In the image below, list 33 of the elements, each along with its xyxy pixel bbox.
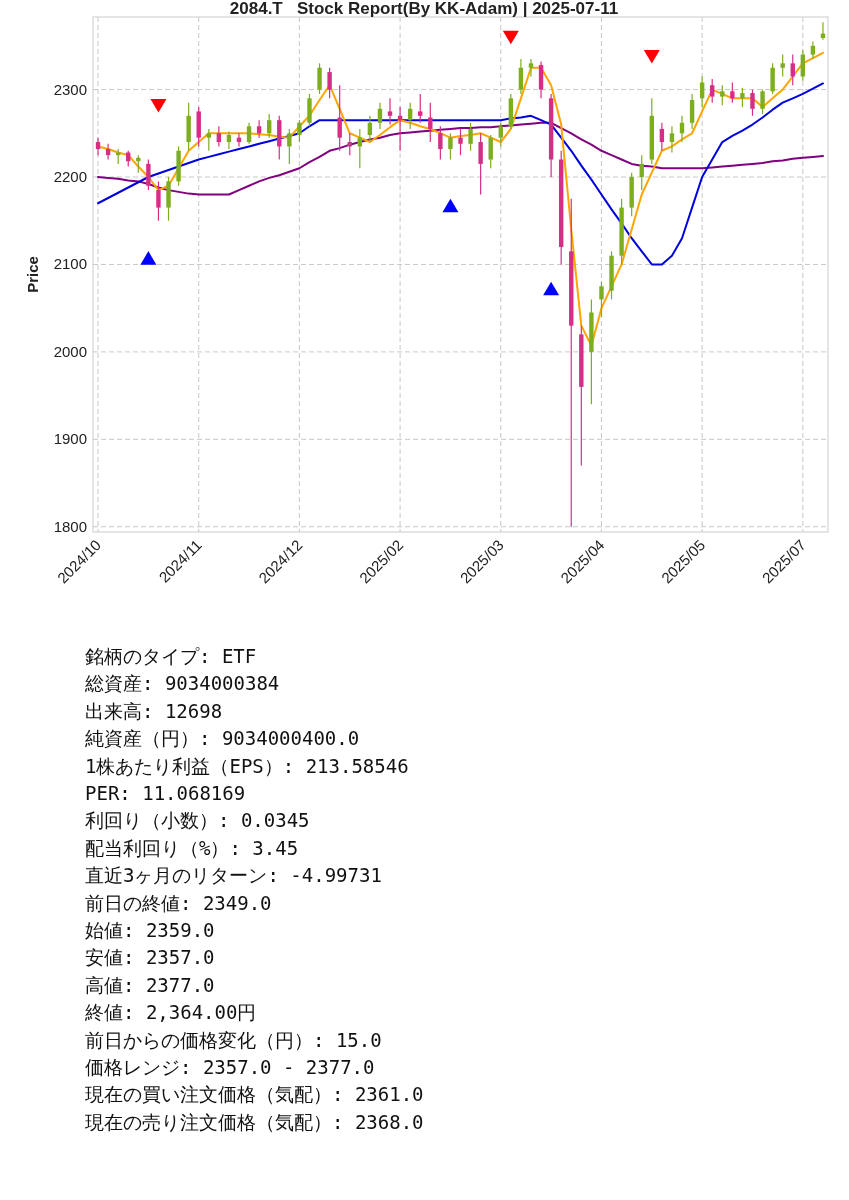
y-tick-label: 2300 xyxy=(53,80,87,98)
y-tick-label: 2000 xyxy=(53,342,87,360)
text: 1株あたり利益（EPS）: 213.58546 xyxy=(85,754,409,777)
text: 利回り（小数）: 0.0345 xyxy=(85,809,310,832)
text: 現在の売り注文価格（気配）: 2368.0 xyxy=(85,1110,424,1133)
text: 始値: 2359.0 xyxy=(85,919,215,941)
text: 前日からの価格変化（円）: 15.0 xyxy=(85,1028,382,1051)
y-tick-label: 1900 xyxy=(53,430,87,448)
text: 終値: 2,364.00円 xyxy=(84,1001,257,1024)
text: 高値: 2377.0 xyxy=(85,973,215,996)
point xyxy=(442,198,459,213)
point xyxy=(543,281,560,296)
text: 価格レンジ: 2357.0 - 2377.0 xyxy=(85,1056,375,1078)
y-tick-label: 2100 xyxy=(53,255,87,273)
text: 現在の買い注文価格（気配）: 2361.0 xyxy=(85,1083,424,1106)
text: 直近3ヶ月のリターン: -4.99731 xyxy=(85,864,382,887)
text: 配当利回り（%）: 3.45 xyxy=(85,836,299,859)
y-tick-label: 1800 xyxy=(53,517,87,535)
text: 純資産（円）: 9034000400.0 xyxy=(85,727,360,750)
text: 出来高: 12698 xyxy=(85,699,223,722)
line-series xyxy=(97,82,824,266)
point xyxy=(150,98,167,113)
text: 銘柄のタイプ: ETF xyxy=(85,645,257,667)
y-tick-label: 2200 xyxy=(53,168,87,186)
point xyxy=(502,30,519,45)
point xyxy=(140,251,157,265)
chart-title: 2084.T Stock Report(By KK-Adam) | 2025-07-11 xyxy=(229,0,619,18)
text: PER: 11.068169 xyxy=(85,782,246,804)
text: 前日の終値: 2349.0 xyxy=(85,891,272,914)
text: 総資産: 9034000384 xyxy=(84,672,280,695)
text: 安値: 2357.0 xyxy=(85,946,215,969)
y-axis-title: Price xyxy=(24,256,41,293)
point xyxy=(643,49,660,64)
